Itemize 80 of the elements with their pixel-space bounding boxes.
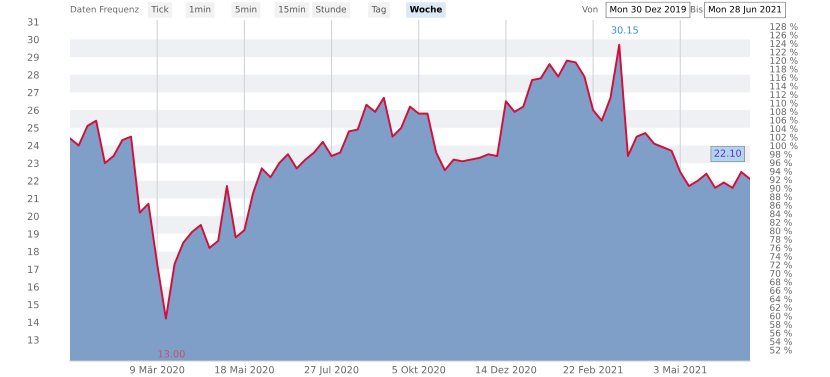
y2-tick-label: 74 % [770,253,792,260]
y2-tick-label: 108 % [770,108,798,116]
y-tick-label: 21 [28,194,39,202]
y2-tick-label: 94 % [770,168,792,175]
y-tick-label: 30 [28,36,39,44]
y2-tick-label: 80 % [770,227,792,234]
y2-tick-label: 88 % [770,193,792,200]
y-tick-label: 29 [28,54,39,61]
y-tick-label: 15 [28,301,39,308]
text: Von [582,6,598,13]
y2-tick-label: 60 % [770,312,792,320]
y2-tick-label: 122 % [770,48,798,56]
text: Daten Frequenz [70,6,139,14]
y2-tick-label: 104 % [770,125,798,132]
y-tick-label: 16 [28,283,39,291]
y2-tick-label: 56 % [770,330,792,336]
y2-tick-label: 54 % [770,338,792,345]
annotation: 13.00 [158,350,185,358]
text: Mon 28 Jun 2021 [708,6,782,14]
y2-tick-label: 90 % [770,184,792,192]
y2-tick-label: 128 % [770,23,798,30]
y-tick-label: 22 [28,177,38,184]
y2-tick-label: 110 % [770,100,798,107]
annotation: 30.15 [612,26,638,34]
text: Bis [690,6,703,13]
y2-tick-label: 86 % [770,202,792,209]
y2-tick-label: 68 % [770,278,792,286]
x-tick-label: 9 Mär 2020 [130,366,184,374]
y2-tick-label: 96 % [770,159,792,166]
text: Tag [372,6,386,14]
y2-tick-label: 102 % [770,134,798,141]
y2-tick-label: 126 % [770,32,798,38]
y2-tick-label: 70 % [770,270,792,277]
y2-tick-label: 100 % [770,142,798,150]
annotation: 22.10 [714,149,742,157]
y-tick-label: 14 [28,318,39,326]
y2-tick-label: 76 % [770,244,792,252]
x-tick-label: 3 Mai 2021 [654,366,706,374]
y2-tick-label: 72 % [770,262,792,268]
y2-tick-label: 118 % [770,66,798,73]
y-tick-label: 27 [28,88,39,96]
y2-tick-label: 112 % [770,91,798,98]
text: 1min [190,6,210,12]
y-tick-label: 24 [28,142,39,150]
x-tick-label: 22 Feb 2021 [564,366,622,374]
y-tick-label: 25 [28,124,39,132]
y2-tick-label: 98 % [770,150,792,158]
text: Stunde [316,6,346,13]
text: Mon 30 Dez 2019 [610,6,686,13]
text: Woche [410,6,442,13]
y2-tick-label: 106 % [770,116,798,124]
y-tick-label: 23 [28,160,39,167]
x-tick-label: 5 Okt 2020 [392,366,446,374]
y2-tick-label: 116 % [770,74,798,82]
y2-tick-label: 66 % [770,287,792,294]
y2-tick-label: 124 % [770,40,798,47]
y2-tick-label: 82 % [770,218,792,226]
y-tick-label: 28 [28,71,39,79]
y2-tick-label: 114 % [770,82,798,90]
y2-tick-label: 52 % [770,346,792,354]
y2-tick-label: 92 % [770,176,792,184]
y-tick-label: 20 [28,212,39,220]
text: 5min [236,6,256,13]
y2-tick-label: 58 % [770,321,792,328]
y2-tick-label: 84 % [770,210,792,218]
y-tick-label: 17 [28,266,39,273]
y2-tick-label: 64 % [770,296,792,302]
text: 15min [279,6,306,13]
y-tick-label: 19 [28,230,39,238]
y2-tick-label: 62 % [770,304,792,311]
text: Tick [151,6,169,13]
y-tick-label: 13 [28,336,39,344]
x-tick-label: 14 Dez 2020 [476,366,536,374]
y2-tick-label: 78 % [770,236,792,243]
y-tick-label: 18 [28,248,39,256]
x-tick-label: 18 Mai 2020 [215,366,274,374]
y-tick-label: 26 [28,106,39,114]
x-tick-label: 27 Jul 2020 [304,366,358,376]
y2-tick-label: 120 % [770,57,798,64]
y-tick-label: 31 [28,18,39,26]
